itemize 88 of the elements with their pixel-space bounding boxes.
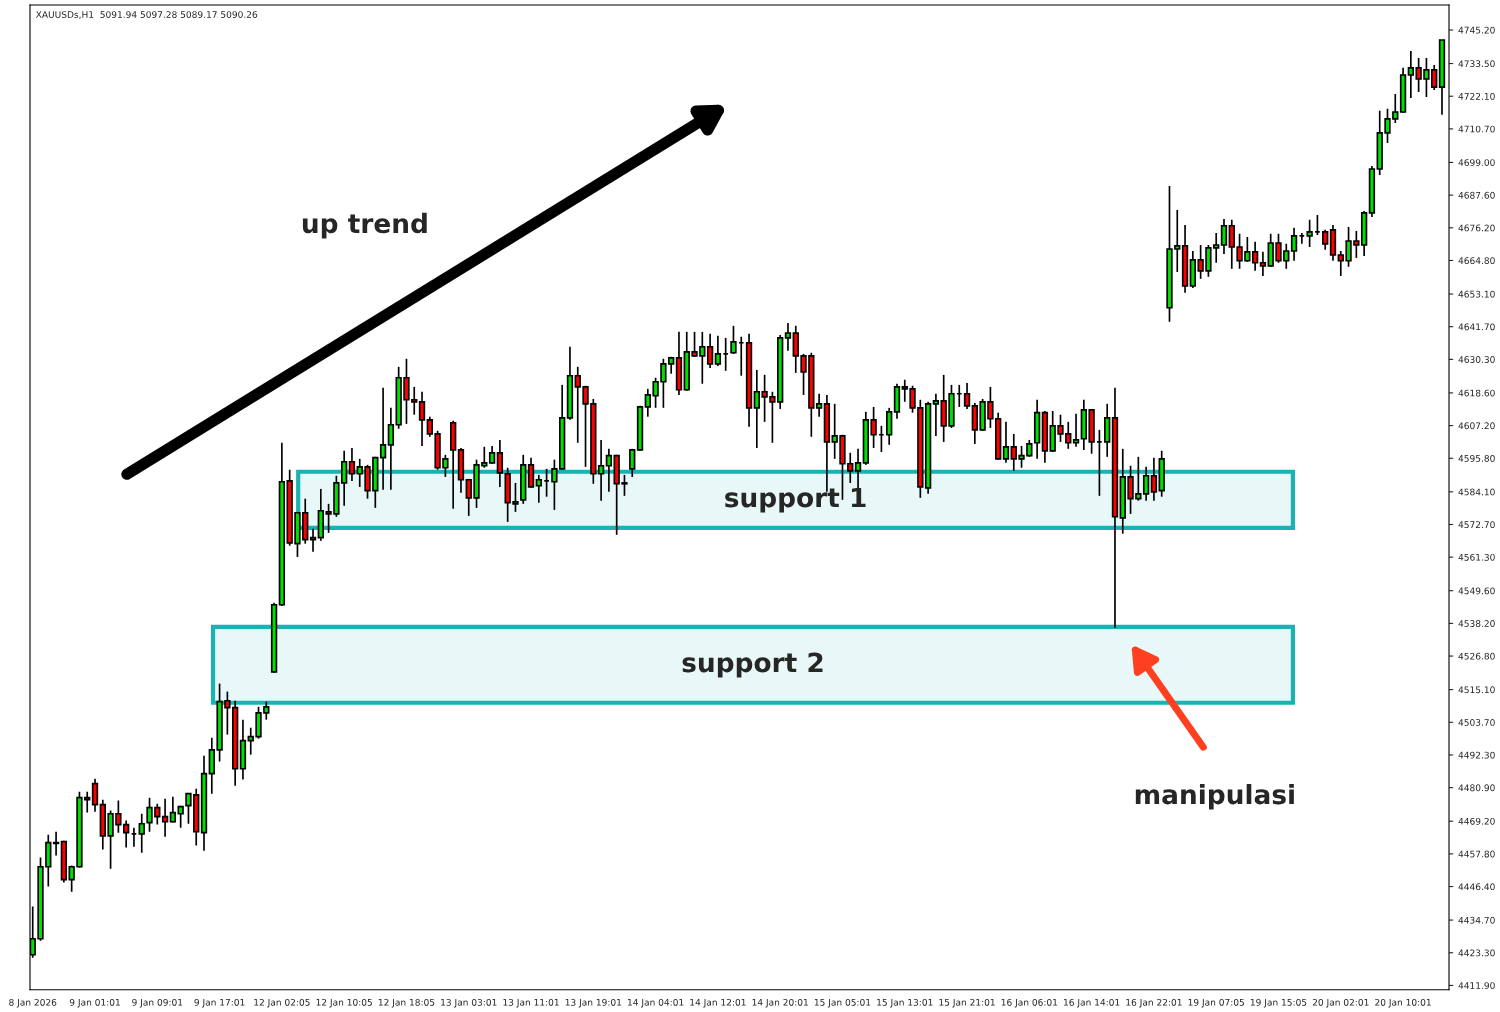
candlestick [1072,413,1080,448]
y-tick-label: 4492.30 [1458,751,1495,759]
candlestick [379,386,387,491]
candlestick [963,382,971,410]
candlestick [605,447,613,493]
x-tick-label: 19 Jan 15:05 [1250,998,1307,1008]
x-tick-label: 20 Jan 10:01 [1375,998,1431,1008]
candlestick [1306,218,1313,248]
x-tick-label: 15 Jan 13:01 [877,998,933,1008]
y-tick-label: 4618.60 [1458,389,1495,397]
x-tick-label: 12 Jan 18:05 [378,998,435,1008]
candlestick [1150,456,1158,502]
x-tick-label: 19 Jan 07:05 [1188,998,1244,1008]
x-tick-label: 20 Jan 02:01 [1312,998,1369,1008]
y-tick-label: 4641.70 [1458,323,1495,331]
candlestick [418,390,426,447]
y-tick-label: 4607.20 [1458,422,1495,430]
y-tick-label: 4733.50 [1458,60,1495,68]
y-tick-label: 4538.20 [1458,620,1495,627]
candlestick [91,777,99,813]
y-tick-label: 4526.80 [1458,652,1495,660]
candlestick [52,830,60,857]
x-tick-label: 15 Jan 21:01 [939,998,995,1008]
x-tick-label: 14 Jan 12:01 [690,998,746,1008]
candlestick [597,439,605,502]
y-tick-label: 4687.60 [1458,191,1495,199]
x-tick-label: 13 Jan 19:01 [565,998,622,1008]
candlestick [886,406,893,446]
y-tick-label: 4446.40 [1458,883,1495,891]
candlestick [706,333,714,369]
candlestick [496,439,504,488]
candlestick [784,322,792,352]
x-tick-label: 9 Jan 09:01 [132,998,183,1008]
x-tick-label: 16 Jan 06:01 [1001,998,1058,1008]
candlestick [527,456,535,489]
x-tick-label: 14 Jan 20:01 [752,998,808,1008]
y-tick-label: 4584.10 [1458,488,1495,496]
y-tick-label: 4411.90 [1458,982,1495,989]
y-tick-label: 4653.10 [1458,290,1495,298]
y-tick-label: 4745.20 [1458,26,1495,34]
candlestick [815,392,823,418]
candlestick [161,797,169,838]
candlestick [932,392,940,437]
candlestick [138,812,145,854]
candlestick [348,447,356,482]
text: XAUUSDs,H1 5091.94 5097.28 5089.17 5090.26 [35,11,258,19]
x-tick-label: 13 Jan 03:01 [441,998,497,1008]
y-tick-label: 4595.80 [1458,455,1495,462]
band-label: support 1 [725,487,866,513]
y-tick-label: 4676.20 [1458,224,1495,232]
y-tick-label: 4434.70 [1458,916,1495,924]
candlestick [714,335,722,367]
y-tick-label: 4423.30 [1458,949,1495,957]
y-tick-label: 4630.30 [1458,356,1495,363]
x-tick-label: 9 Jan 17:01 [194,998,245,1008]
y-tick-label: 4515.10 [1458,686,1495,694]
annotation: manipulasi [1135,783,1294,810]
x-tick-label: 15 Jan 05:01 [814,998,871,1008]
x-tick-label: 13 Jan 11:01 [503,998,559,1008]
x-tick-label: 16 Jan 14:01 [1064,998,1120,1008]
y-tick-label: 4469.20 [1458,817,1495,825]
candlestick [1322,228,1329,251]
y-tick-label: 4710.70 [1458,125,1495,133]
x-tick-label: 16 Jan 22:01 [1126,998,1182,1008]
candlestick [1290,226,1298,262]
x-tick-label: 8 Jan 2026 [9,998,57,1008]
candlestick [535,474,542,504]
y-tick-label: 4664.80 [1458,257,1495,265]
band-label: support 2 [682,652,823,678]
x-tick-label: 14 Jan 04:01 [628,998,684,1008]
annotation: up trend [302,212,427,239]
y-tick-label: 4503.70 [1458,719,1495,726]
candlestick [1002,421,1010,464]
candlestick [730,324,737,355]
y-tick-label: 4699.00 [1458,159,1495,166]
y-tick-label: 4572.70 [1458,521,1495,529]
candlestick [1259,251,1267,277]
x-tick-label: 12 Jan 02:05 [254,998,310,1008]
candlestick [629,447,636,478]
y-tick-label: 4549.60 [1458,587,1495,595]
x-tick-label: 9 Jan 01:01 [69,998,120,1008]
candlestick [1220,218,1228,255]
candlestick [309,527,317,553]
y-tick-label: 4561.30 [1458,553,1495,561]
y-tick-label: 4722.10 [1458,92,1495,100]
x-tick-label: 12 Jan 10:05 [316,998,372,1008]
y-tick-label: 4480.90 [1458,784,1495,792]
y-tick-label: 4457.80 [1458,850,1495,858]
